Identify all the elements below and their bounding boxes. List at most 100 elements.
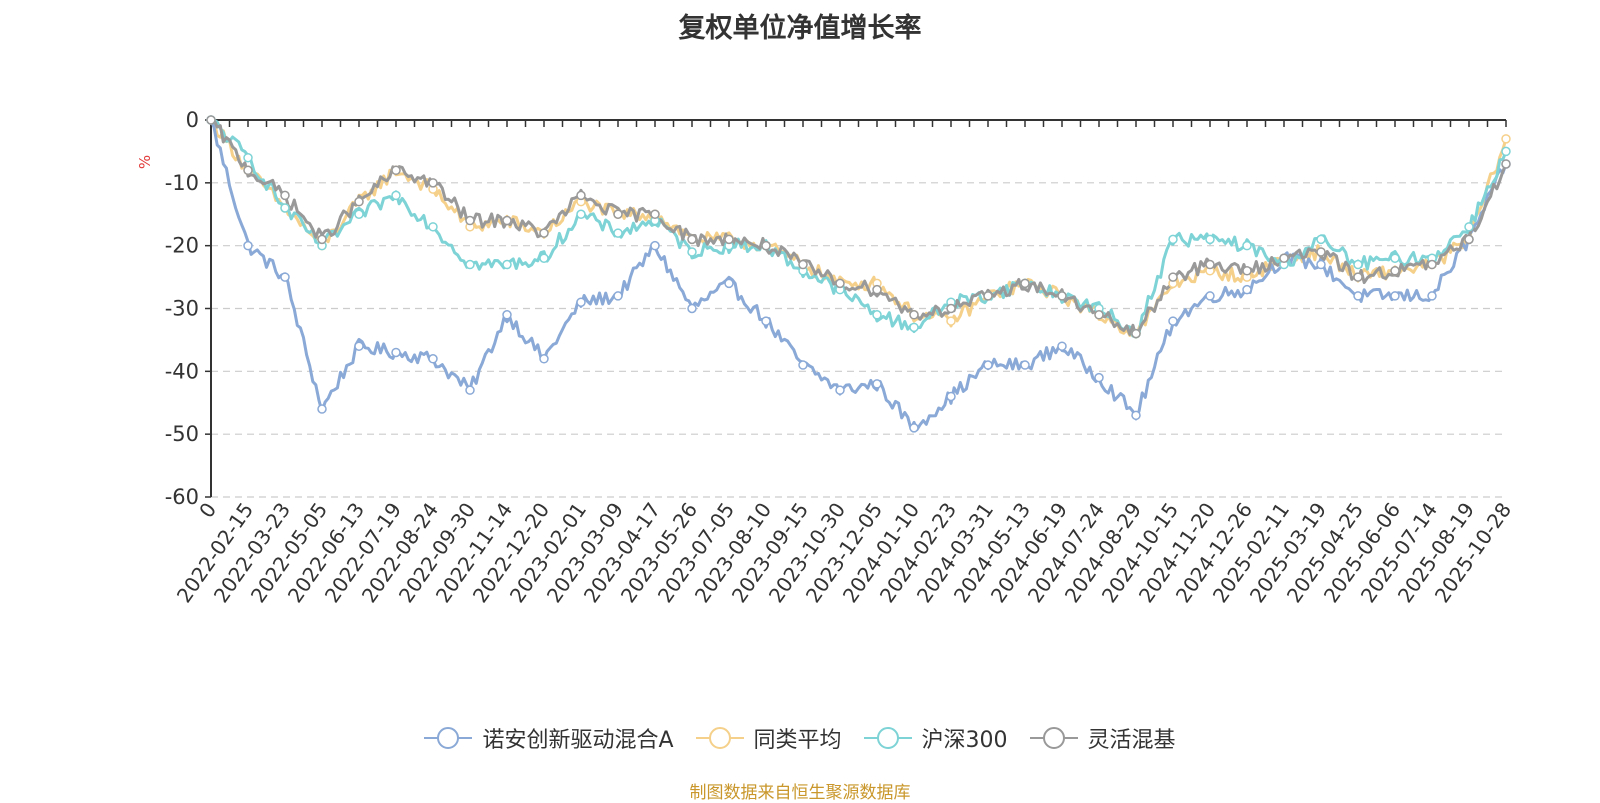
y-tick-label: -10 [165, 171, 199, 195]
data-point [1020, 278, 1030, 289]
data-point [354, 341, 364, 351]
data-point [613, 228, 623, 238]
data-point [1057, 291, 1067, 301]
data-point [539, 354, 549, 364]
data-point [687, 234, 697, 245]
data-point [1464, 234, 1474, 245]
data-point [576, 190, 586, 201]
data-point [539, 228, 549, 238]
y-tick-label: 0 [186, 108, 199, 132]
data-point [1242, 240, 1252, 251]
data-point [1094, 310, 1104, 320]
data-point [1390, 253, 1400, 263]
data-point [1427, 291, 1437, 301]
data-point [243, 240, 253, 251]
data-point [909, 310, 919, 320]
legend-label: 同类平均 [753, 728, 842, 753]
data-point [354, 196, 364, 207]
legend: 诺安创新驱动混合A 同类平均 沪深300 灵活混基 [0, 722, 1600, 754]
data-point [946, 303, 956, 314]
data-point [872, 284, 882, 295]
legend-label: 沪深300 [921, 728, 1008, 753]
y-tick-label: -40 [165, 359, 199, 383]
data-point [761, 240, 771, 251]
data-point [1464, 222, 1474, 232]
legend-item[interactable]: 诺安创新驱动混合A [424, 722, 674, 754]
x-tick-label: 0 [194, 498, 221, 522]
data-point [1205, 291, 1215, 301]
y-tick-label: -20 [165, 234, 199, 258]
data-point [1131, 328, 1141, 339]
legend-marker-icon [1029, 725, 1078, 751]
y-axis-label: % [136, 155, 154, 169]
data-point [798, 360, 808, 370]
data-point [576, 209, 586, 219]
data-point [243, 165, 253, 176]
data-point [317, 404, 327, 414]
data-point [280, 190, 290, 201]
data-point [946, 316, 956, 326]
data-point [1205, 234, 1215, 245]
data-point [687, 303, 697, 314]
data-point [687, 247, 697, 257]
legend-item[interactable]: 沪深300 [863, 722, 1008, 754]
series-markers [206, 115, 1511, 433]
data-point [613, 209, 623, 219]
data-point [280, 272, 290, 282]
data-point [1168, 234, 1178, 245]
data-point [465, 215, 475, 226]
data-point [761, 316, 771, 326]
data-point [1501, 134, 1511, 144]
legend-label: 灵活混基 [1087, 728, 1176, 753]
data-point [1501, 146, 1511, 157]
data-point [1279, 253, 1289, 263]
y-tick-label: -30 [165, 297, 199, 321]
data-point [502, 215, 512, 226]
data-point [724, 234, 734, 245]
data-point [206, 115, 216, 125]
legend-marker-icon [863, 725, 912, 751]
legend-marker-icon [695, 725, 744, 751]
data-point [1242, 284, 1252, 295]
data-point [1427, 259, 1437, 270]
data-point [872, 310, 882, 320]
data-point [465, 385, 475, 395]
data-point [909, 423, 919, 433]
data-point [946, 391, 956, 402]
data-point [391, 165, 401, 176]
data-point [983, 360, 993, 370]
chart-title: 复权单位净值增长率 [678, 13, 922, 44]
data-point [835, 278, 845, 289]
data-point [724, 278, 734, 289]
series-line [211, 118, 1508, 339]
legend-marker-icon [424, 725, 473, 751]
data-point [502, 259, 512, 270]
data-point [1316, 247, 1326, 257]
data-point [539, 253, 549, 263]
data-point [1353, 272, 1363, 282]
data-point [1094, 372, 1104, 383]
data-point [1057, 341, 1067, 351]
data-point [1353, 291, 1363, 301]
y-tick-label: -50 [165, 422, 199, 446]
data-point [1168, 272, 1178, 282]
data-point [1242, 266, 1252, 276]
data-point [354, 209, 364, 219]
data-point [391, 190, 401, 201]
data-point [1168, 316, 1178, 326]
data-point [798, 259, 808, 270]
data-point [835, 385, 845, 395]
data-point [391, 347, 401, 358]
data-point [243, 152, 253, 163]
data-point [1390, 266, 1400, 276]
grid-lines [211, 182, 1506, 498]
y-tick-label: -60 [165, 485, 199, 509]
legend-item[interactable]: 灵活混基 [1029, 722, 1176, 754]
data-point [1205, 259, 1215, 270]
data-point [1131, 410, 1141, 421]
source-note: 制图数据来自恒生聚源数据库 [689, 783, 911, 803]
series-line [209, 119, 1508, 431]
data-point [576, 297, 586, 307]
data-point [1353, 259, 1363, 270]
legend-item[interactable]: 同类平均 [695, 722, 842, 754]
